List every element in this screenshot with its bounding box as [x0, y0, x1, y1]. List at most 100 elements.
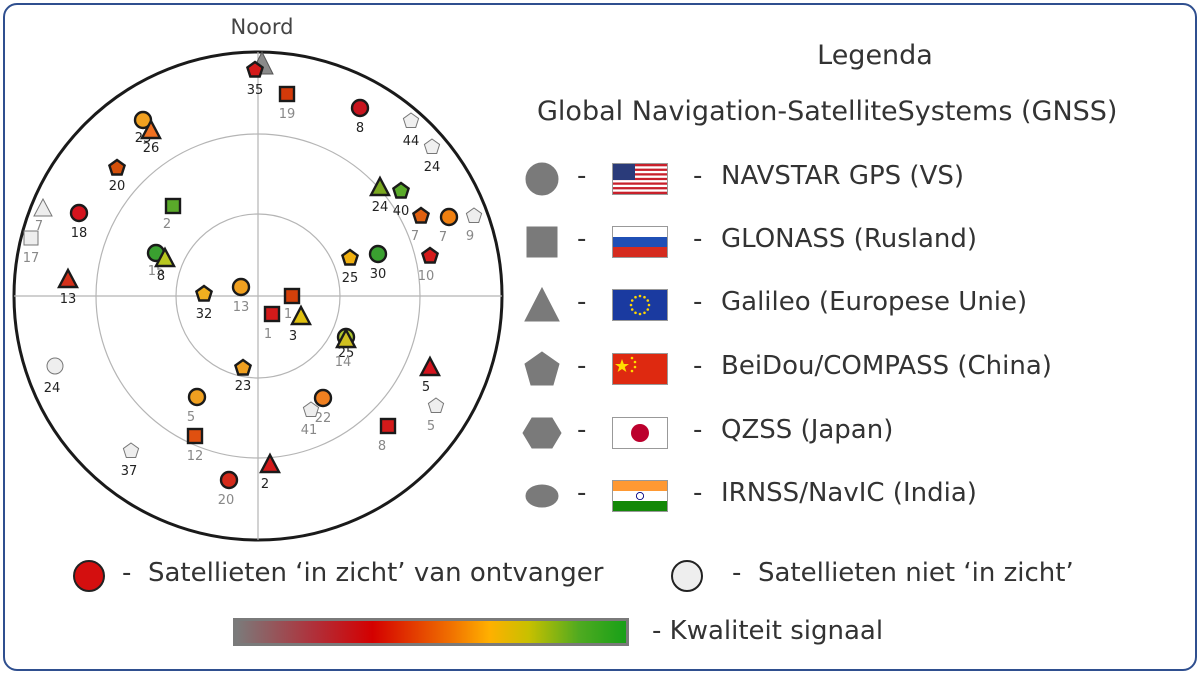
signal-quality-label: - Kwaliteit signaal	[652, 616, 884, 646]
flag-ru-icon	[612, 226, 668, 258]
signal-quality-gradient	[233, 618, 629, 646]
satellite-square-marker	[164, 197, 182, 215]
satellite-number-label: 2	[163, 217, 171, 232]
satellite-pentagon-marker	[245, 60, 265, 78]
legend-system-label: QZSS (Japan)	[721, 415, 894, 445]
flag-eu-icon	[612, 289, 668, 321]
legend-dash: -	[693, 478, 703, 508]
satellite-number-label: 8	[157, 269, 165, 284]
satellite-number-label: 8	[356, 121, 364, 136]
satellite-circle-marker	[46, 357, 64, 375]
satellite-number-label: 7	[35, 219, 43, 234]
square-symbol-icon	[526, 226, 558, 258]
satellite-circle-marker	[313, 388, 333, 408]
in-view-dash: -	[122, 558, 132, 588]
satellite-triangle-marker	[335, 327, 357, 349]
satellite-pentagon-marker	[194, 284, 214, 302]
satellite-number-label: 5	[422, 380, 430, 395]
satellite-number-label: 24	[372, 200, 389, 215]
satellite-pentagon-marker	[427, 397, 445, 413]
satellite-number-label: 9	[466, 229, 474, 244]
hexagon-symbol-icon	[522, 417, 562, 449]
satellite-number-label: 19	[279, 107, 296, 122]
satellite-number-label: 5	[187, 410, 195, 425]
satellite-triangle-marker	[140, 118, 162, 140]
legend-title: Legenda	[817, 40, 933, 71]
circle-symbol-icon	[525, 162, 559, 196]
flag-cn-icon	[612, 353, 668, 385]
pentagon-symbol-icon	[524, 351, 560, 386]
satellite-number-label: 23	[235, 379, 252, 394]
satellite-square-marker	[186, 427, 204, 445]
satellite-number-label: 8	[378, 439, 386, 454]
satellite-number-label: 13	[233, 300, 250, 315]
triangle-symbol-icon	[524, 286, 560, 322]
satellite-pentagon-marker	[411, 206, 431, 224]
legend-system-label: NAVSTAR GPS (VS)	[721, 161, 965, 191]
satellite-circle-marker	[231, 277, 251, 297]
satellite-number-label: 7	[439, 230, 447, 245]
satellite-number-label: 13	[60, 292, 77, 307]
legend-system-label: BeiDou/COMPASS (China)	[721, 351, 1052, 381]
satellite-number-label: 18	[71, 226, 88, 241]
satellite-pentagon-marker	[423, 138, 441, 154]
satellite-pentagon-marker	[302, 401, 320, 417]
satellite-circle-marker	[219, 470, 239, 490]
satellite-triangle-marker	[154, 246, 176, 268]
satellite-pentagon-marker	[340, 248, 360, 266]
flag-us-icon	[612, 163, 668, 195]
satellite-number-label: 37	[121, 464, 138, 479]
satellite-circle-marker	[69, 203, 89, 223]
satellite-pentagon-marker	[402, 112, 420, 128]
satellite-square-marker	[263, 305, 281, 323]
satellite-number-label: 25	[338, 346, 355, 361]
satellite-triangle-marker	[259, 452, 281, 474]
satellite-circle-marker	[350, 98, 370, 118]
satellite-number-label: 1	[264, 327, 272, 342]
satellite-circle-marker	[187, 387, 207, 407]
satellite-pentagon-marker	[391, 181, 411, 199]
north-label: Noord	[231, 15, 294, 39]
satellite-square-marker	[283, 287, 301, 305]
satellite-number-label: 35	[247, 83, 264, 98]
not-in-view-symbol	[671, 560, 703, 592]
legend-dash: -	[693, 415, 703, 445]
legend-system-label: Galileo (Europese Unie)	[721, 287, 1028, 317]
satellite-number-label: 41	[301, 423, 318, 438]
satellite-pentagon-marker	[420, 246, 440, 264]
legend-dash: -	[693, 351, 703, 381]
satellite-number-label: 14	[335, 355, 352, 370]
satellite-pentagon-marker	[122, 442, 140, 458]
satellite-number-label: 15	[148, 264, 165, 279]
satellite-number-label: 24	[44, 381, 61, 396]
legend-dash: -	[693, 224, 703, 254]
satellite-number-label: 20	[109, 179, 126, 194]
satellite-square-marker	[379, 417, 397, 435]
legend-dash: -	[577, 224, 587, 254]
satellite-number-label: 17	[23, 251, 40, 266]
satellite-triangle-marker	[419, 355, 441, 377]
satellite-number-label: 12	[187, 449, 204, 464]
satellite-number-label: 30	[370, 267, 387, 282]
ellipse-symbol-icon	[525, 484, 559, 508]
flag-jp-icon	[612, 417, 668, 449]
satellite-number-label: 40	[393, 204, 410, 219]
in-view-label: Satellieten ‘in zicht’ van ontvanger	[148, 558, 604, 588]
satellite-number-label: 10	[418, 269, 435, 284]
not-in-view-dash: -	[732, 558, 742, 588]
satellite-square-marker	[23, 230, 39, 246]
legend-subtitle: Global Navigation-SatelliteSystems (GNSS…	[537, 96, 1118, 127]
sky-plot: Noord 3519844242326207181721581324407791…	[12, 15, 504, 542]
in-view-symbol	[73, 560, 105, 592]
satellite-number-label: 24	[424, 160, 441, 175]
satellite-pentagon-marker	[233, 358, 253, 376]
satellite-triangle-marker	[369, 175, 391, 197]
satellites-layer: 3519844242326207181721581324407791025303…	[23, 60, 483, 508]
satellite-number-label: 26	[143, 141, 160, 156]
legend-dash: -	[577, 287, 587, 317]
legend-dash: -	[577, 161, 587, 191]
legend-dash: -	[693, 287, 703, 317]
satellite-number-label: 7	[411, 229, 419, 244]
legend-dash: -	[577, 415, 587, 445]
legend-dash: -	[577, 478, 587, 508]
